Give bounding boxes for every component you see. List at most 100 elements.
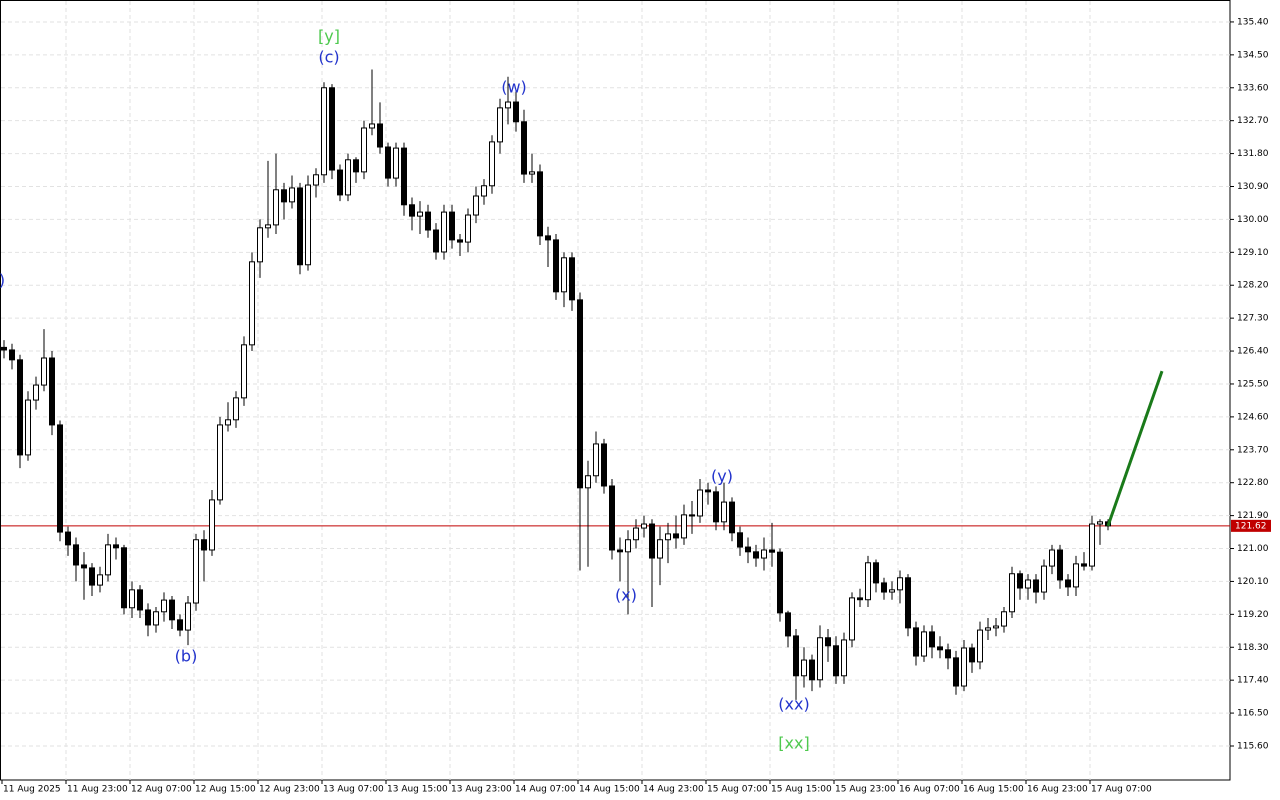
candle-body bbox=[529, 171, 535, 175]
candle-body bbox=[233, 397, 239, 421]
candle-body bbox=[841, 639, 847, 677]
candle-body bbox=[569, 257, 575, 301]
candle-body bbox=[705, 489, 711, 493]
candle-body bbox=[961, 647, 967, 687]
x-tick-label: 13 Aug 23:00 bbox=[451, 785, 512, 795]
candle-body bbox=[729, 501, 735, 534]
candle-body bbox=[585, 475, 591, 489]
y-tick-label: 126.40 bbox=[1237, 347, 1269, 357]
y-tick-label: 116.50 bbox=[1237, 709, 1269, 719]
candle-body bbox=[409, 204, 415, 217]
candle-body bbox=[9, 349, 15, 361]
y-tick-label: 132.70 bbox=[1237, 116, 1269, 126]
candle-body bbox=[161, 599, 167, 613]
candle-body bbox=[737, 532, 743, 548]
candle-body bbox=[769, 549, 775, 553]
candle-body bbox=[425, 211, 431, 231]
candle-body bbox=[993, 625, 999, 629]
x-tick-label: 16 Aug 07:00 bbox=[899, 785, 960, 795]
candle-body bbox=[265, 224, 271, 229]
x-tick-label: 11 Aug 23:00 bbox=[67, 785, 128, 795]
candle-body bbox=[609, 485, 615, 551]
candle-body bbox=[857, 597, 863, 601]
y-tick-label: 118.30 bbox=[1237, 643, 1269, 653]
candle-body bbox=[681, 514, 687, 539]
candle-body bbox=[289, 187, 295, 203]
candle-body bbox=[241, 344, 247, 399]
candle-body bbox=[777, 551, 783, 614]
candle-body bbox=[881, 582, 887, 593]
candle-body bbox=[73, 544, 79, 566]
candle-body bbox=[641, 523, 647, 529]
candle-body bbox=[721, 501, 727, 523]
candle-body bbox=[297, 187, 303, 266]
candle-body bbox=[745, 546, 751, 553]
candle-body bbox=[849, 597, 855, 641]
candle-body bbox=[689, 514, 695, 517]
candle-body bbox=[185, 602, 191, 631]
candle-body bbox=[913, 627, 919, 657]
candle-body bbox=[1081, 563, 1087, 567]
x-tick-label: 14 Aug 23:00 bbox=[643, 785, 704, 795]
candle-body bbox=[1065, 579, 1071, 588]
wave-label: (x) bbox=[615, 586, 637, 605]
candle-body bbox=[1097, 521, 1103, 525]
candle-body bbox=[617, 549, 623, 553]
candle-body bbox=[481, 185, 487, 197]
x-tick-label: 13 Aug 07:00 bbox=[323, 785, 384, 795]
candle-body bbox=[377, 123, 383, 148]
candle-body bbox=[473, 195, 479, 216]
candle-body bbox=[497, 107, 503, 143]
candle-body bbox=[833, 645, 839, 677]
candle-body bbox=[25, 399, 31, 456]
candle-body bbox=[65, 531, 71, 546]
plot-frame bbox=[0, 0, 1231, 781]
candle-body bbox=[905, 577, 911, 629]
candle-body bbox=[121, 547, 127, 609]
forecast-line bbox=[1106, 370, 1164, 527]
x-tick-label: 15 Aug 23:00 bbox=[835, 785, 896, 795]
candle-body bbox=[761, 549, 767, 559]
candle-body bbox=[273, 189, 279, 226]
candle-body bbox=[785, 612, 791, 637]
candle-body bbox=[873, 562, 879, 584]
candle-body bbox=[1025, 579, 1031, 589]
candle-body bbox=[249, 261, 255, 346]
candle-body bbox=[1041, 565, 1047, 593]
x-tick-label: 14 Aug 07:00 bbox=[515, 785, 576, 795]
candle-body bbox=[137, 589, 143, 611]
x-tick-label: 15 Aug 15:00 bbox=[771, 785, 832, 795]
candle-body bbox=[977, 629, 983, 663]
candle-body bbox=[537, 171, 543, 237]
y-tick-label: 130.00 bbox=[1237, 215, 1269, 225]
candle-body bbox=[313, 174, 319, 186]
candle-body bbox=[393, 147, 399, 179]
candle-body bbox=[945, 649, 951, 659]
price-tag-label: 121.62 bbox=[1235, 521, 1267, 531]
candle-body bbox=[545, 235, 551, 241]
candle-body bbox=[1017, 573, 1023, 589]
x-tick-label: 13 Aug 15:00 bbox=[387, 785, 448, 795]
x-tick-label: 17 Aug 07:00 bbox=[1091, 785, 1152, 795]
candle-body bbox=[1009, 573, 1015, 613]
candle-body bbox=[353, 159, 359, 173]
candle-body bbox=[553, 239, 559, 293]
candle-body bbox=[713, 491, 719, 523]
wave-label: (xx) bbox=[778, 695, 809, 714]
candle-body bbox=[753, 551, 759, 559]
y-tick-label: 122.80 bbox=[1237, 478, 1269, 488]
y-tick-label: 131.80 bbox=[1237, 149, 1269, 159]
candle-body bbox=[969, 647, 975, 663]
candle-body bbox=[417, 211, 423, 217]
x-tick-label: 14 Aug 15:00 bbox=[579, 785, 640, 795]
candle-body bbox=[1089, 523, 1095, 567]
candle-body bbox=[193, 539, 199, 604]
candle-body bbox=[169, 599, 175, 621]
candle-body bbox=[521, 121, 527, 175]
y-tick-label: 125.50 bbox=[1237, 379, 1269, 389]
candle-body bbox=[697, 489, 703, 517]
candle-body bbox=[937, 646, 943, 651]
candle-body bbox=[665, 533, 671, 541]
candle-body bbox=[889, 589, 895, 593]
